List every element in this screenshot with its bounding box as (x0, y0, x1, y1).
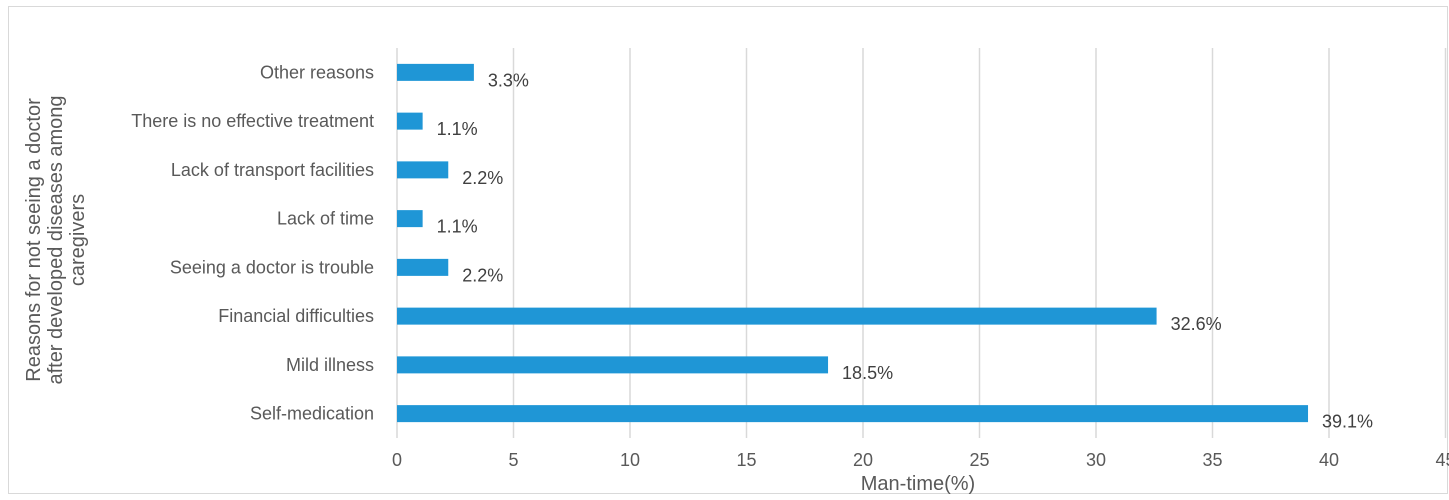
x-tick-label: 40 (1319, 450, 1339, 470)
bar-mild-illness (397, 356, 829, 374)
x-tick-label: 35 (1202, 450, 1222, 470)
x-tick-label: 20 (853, 450, 873, 470)
data-label: 2.2% (462, 265, 503, 285)
data-label: 3.3% (488, 70, 529, 90)
x-tick-label: 10 (620, 450, 640, 470)
bar-seeing-a-doctor-is-trouble (397, 258, 449, 276)
bar-financial-difficulties (397, 307, 1157, 325)
category-label: Financial difficulties (218, 306, 374, 326)
data-labels: 39.1% 18.5% 32.6% 2.2% 1.1% 2.2% 1.1% 3.3% (437, 70, 1373, 431)
x-tick-label: 15 (736, 450, 756, 470)
x-tick-labels: 0 5 10 15 20 25 30 35 40 45 (392, 450, 1449, 470)
data-label: 1.1% (437, 119, 478, 139)
y-axis-title: Reasons for not seeing a doctor after de… (23, 95, 89, 384)
data-label: 39.1% (1322, 412, 1373, 432)
category-label: There is no effective treatment (131, 111, 374, 131)
bar-lack-of-transport-facilities (397, 161, 449, 179)
data-label: 1.1% (437, 217, 478, 237)
category-label: Lack of time (277, 209, 374, 229)
y-axis-title-line-1: Reasons for not seeing a doctor (23, 98, 45, 382)
y-axis-title-line-3: caregivers (67, 194, 89, 286)
category-label: Mild illness (286, 355, 374, 375)
y-axis-title-line-2: after developed diseases among (45, 95, 67, 384)
x-tick-label: 25 (969, 450, 989, 470)
category-label: Seeing a doctor is trouble (170, 257, 374, 277)
x-tick-label: 0 (392, 450, 402, 470)
x-tick-label: 30 (1086, 450, 1106, 470)
data-label: 2.2% (462, 168, 503, 188)
bar-self-medication (397, 405, 1309, 423)
bar-other-reasons (397, 63, 474, 81)
bar-there-is-no-effective-treatment (397, 112, 423, 130)
data-label: 32.6% (1171, 314, 1222, 334)
bars (397, 63, 1309, 423)
data-label: 18.5% (842, 363, 893, 383)
x-tick-label: 5 (508, 450, 518, 470)
category-label: Other reasons (260, 62, 374, 82)
x-axis-title: Man-time(%) (861, 473, 975, 495)
gridlines (396, 48, 1447, 438)
category-label: Self-medication (250, 404, 374, 424)
category-labels: Self-medication Mild illness Financial dif… (131, 62, 374, 423)
bar-lack-of-time (397, 210, 423, 228)
x-tick-label: 45 (1435, 450, 1449, 470)
category-label: Lack of transport facilities (171, 160, 374, 180)
